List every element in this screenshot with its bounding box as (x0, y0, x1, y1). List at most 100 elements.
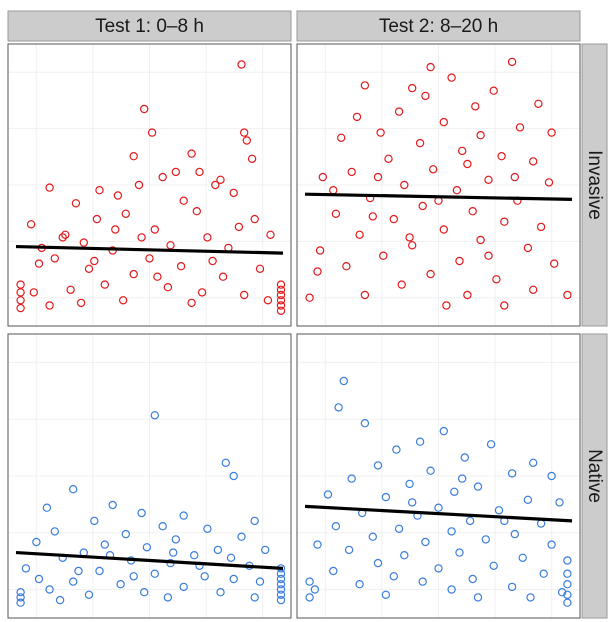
scatter-point (507, 57, 517, 67)
scatter-point (476, 235, 485, 245)
scatter-point (305, 293, 314, 302)
scatter-point (163, 593, 173, 602)
scatter-point (90, 516, 99, 526)
scatter-point (68, 485, 78, 494)
scatter-point (158, 522, 167, 531)
scatter-point (439, 225, 448, 234)
scatter-point (458, 474, 467, 483)
scatter-point (447, 585, 456, 594)
panel-border (296, 43, 581, 327)
panel-border (7, 333, 292, 619)
scatter-point (121, 209, 131, 218)
scatter-points (16, 411, 286, 607)
scatter-point (463, 159, 472, 169)
scatter-point (547, 471, 556, 481)
scatter-point (179, 196, 188, 205)
scatter-point (150, 569, 159, 578)
scatter-point (455, 256, 464, 266)
scatter-point (200, 572, 209, 581)
scatter-point (163, 283, 173, 292)
scatter-point (426, 466, 435, 475)
scatter-point (429, 165, 438, 174)
scatter-point (276, 580, 286, 589)
scatter-point (50, 254, 60, 263)
scatter-point (347, 167, 356, 177)
row-strip-1-label: Invasive (584, 150, 605, 220)
scatter-point (150, 225, 159, 234)
scatter-point (216, 175, 225, 184)
scatter-point (452, 185, 462, 195)
scatter-point (100, 540, 110, 549)
scatter-point (458, 146, 467, 156)
scatter-point (473, 482, 483, 491)
scatter-point (439, 117, 448, 127)
scatter-point (518, 553, 527, 563)
scatter-point (45, 301, 54, 310)
scatter-point (323, 490, 333, 499)
scatter-point (276, 574, 286, 584)
scatter-point (113, 191, 123, 200)
scatter-point (392, 445, 401, 454)
scatter-point (389, 214, 398, 224)
scatter-point (208, 256, 217, 266)
scatter-point (21, 564, 31, 573)
scatter-point (415, 437, 425, 446)
scatter-point (134, 180, 144, 190)
scatter-point (79, 238, 89, 247)
column-strip-2: Test 2: 8–20 h (296, 10, 581, 42)
scatter-point (76, 298, 86, 308)
scatter-point (373, 461, 383, 470)
scatter-point (71, 199, 81, 208)
scatter-point (305, 577, 314, 586)
scatter-point (471, 102, 480, 111)
scatter-point (310, 585, 320, 594)
scatter-point (408, 83, 417, 93)
scatter-point (563, 290, 572, 300)
scatter-point (55, 595, 65, 605)
scatter-point (408, 241, 417, 250)
scatter-point (42, 503, 52, 512)
scatter-point (250, 516, 259, 526)
scatter-point (550, 259, 559, 268)
scatter-point (129, 151, 138, 161)
scatter-point (276, 590, 286, 600)
scatter-point (405, 233, 414, 242)
scatter-point (61, 230, 70, 239)
panel-test1-invasive (7, 43, 292, 327)
scatter-point (237, 60, 246, 69)
scatter-point (500, 217, 509, 226)
scatter-point (529, 285, 538, 294)
panel-test2-native (296, 333, 581, 619)
fit-line (15, 550, 284, 570)
scatter-point (276, 290, 286, 300)
scatter-point (379, 251, 388, 260)
scatter-point (108, 500, 117, 510)
scatter-point (389, 572, 398, 581)
scatter-point (315, 246, 325, 255)
scatter-point (534, 99, 543, 109)
panel-test2-invasive (296, 43, 581, 327)
scatter-point (497, 151, 506, 161)
scatter-point (229, 471, 238, 481)
column-strip-1-label: Test 1: 0–8 h (95, 16, 204, 37)
scatter-point (473, 593, 483, 602)
scatter-point (373, 172, 383, 182)
scatter-point (421, 91, 430, 101)
scatter-point (421, 537, 430, 547)
scatter-point (58, 233, 67, 242)
scatter-point (197, 288, 207, 297)
scatter-point (116, 580, 125, 589)
scatter-point (250, 214, 259, 224)
scatter-point (400, 551, 409, 560)
scatter-point (261, 545, 270, 555)
scatter-point (95, 566, 104, 576)
panel-border (296, 333, 581, 619)
scatter-point (229, 574, 238, 584)
scatter-point (266, 230, 275, 239)
scatter-point (486, 440, 496, 449)
scatter-point (360, 81, 370, 90)
scatter-point (234, 222, 244, 232)
scatter-point (418, 577, 427, 586)
scatter-point (313, 540, 322, 549)
scatter-point (484, 175, 493, 184)
